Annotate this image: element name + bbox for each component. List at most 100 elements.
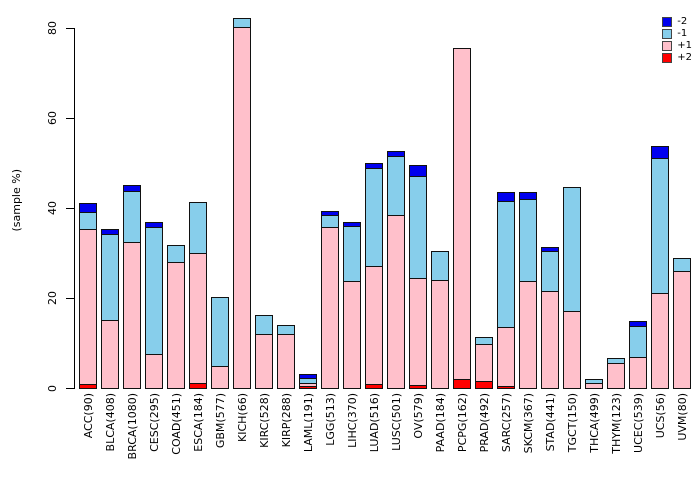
legend-row-+1: +1 [662, 40, 692, 51]
y-tick-label: 0 [44, 358, 60, 418]
bar-segment--1 [366, 167, 382, 266]
bar-THCA(499) [585, 378, 603, 389]
bar-segment-+1 [256, 333, 272, 388]
bar-segment--1 [410, 176, 426, 279]
legend-row-+2: +2 [662, 52, 692, 63]
bar-KIRP(288) [277, 324, 295, 389]
bar-segment-+1 [366, 265, 382, 384]
x-label-UCEC(539): UCEC(539) [630, 393, 646, 479]
bar-segment--1 [300, 378, 316, 384]
bar-segment--2 [322, 211, 338, 216]
bar-segment-+1 [432, 279, 448, 388]
bar-segment--1 [146, 227, 162, 355]
bar-segment--2 [102, 229, 118, 235]
legend-swatch--2 [662, 16, 673, 27]
bar-segment-+1 [674, 270, 690, 388]
bar-segment-+1 [80, 229, 96, 384]
bar-SKCM(367) [519, 192, 537, 389]
bar-segment--1 [344, 225, 360, 282]
bar-segment-+2 [476, 380, 492, 388]
bar-segment--2 [498, 193, 514, 201]
bar-segment-+1 [542, 291, 558, 388]
x-label-KIRC(528): KIRC(528) [256, 393, 272, 479]
bar-LUAD(516) [365, 163, 383, 389]
bar-segment--1 [212, 298, 228, 366]
bar-segment-+1 [102, 320, 118, 388]
x-label-text: UCS(56) [653, 393, 667, 439]
x-label-KIRP(288): KIRP(288) [278, 393, 294, 479]
bar-segment-+1 [454, 48, 470, 380]
bar-segment-+1 [190, 252, 206, 384]
bar-GBM(577) [211, 297, 229, 389]
bar-segment-+1 [410, 278, 426, 386]
y-tick-label: 20 [44, 268, 60, 328]
y-tick-label-text: 60 [45, 111, 59, 125]
x-label-UCS(56): UCS(56) [652, 393, 668, 479]
bar-segment-+1 [344, 281, 360, 388]
bar-KICH(66) [233, 17, 251, 389]
bar-segment-+2 [300, 385, 316, 388]
x-label-text: LUSC(501) [389, 393, 403, 451]
y-tick-label-text: 40 [45, 201, 59, 215]
x-label-text: BRCA(1080) [125, 393, 139, 460]
y-tick-label: 60 [44, 88, 60, 148]
x-label-LGG(513): LGG(513) [322, 393, 338, 479]
x-label-THYM(123): THYM(123) [608, 393, 624, 479]
x-label-OV(579): OV(579) [410, 393, 426, 479]
x-label-text: LIHC(370) [345, 393, 359, 448]
y-tick-mark [66, 388, 74, 389]
bar-segment-+1 [322, 227, 338, 388]
x-label-text: GBM(577) [213, 393, 227, 449]
bar-segment-+2 [190, 383, 206, 388]
x-label-text: UCEC(539) [631, 393, 645, 453]
bar-segment-+1 [652, 293, 668, 388]
y-tick-label-text: 20 [45, 291, 59, 305]
bar-segment--1 [80, 211, 96, 230]
bar-segment--2 [652, 146, 668, 158]
bar-LUSC(501) [387, 151, 405, 389]
x-label-text: KICH(66) [235, 393, 249, 442]
bar-segment--1 [498, 200, 514, 327]
bar-segment--1 [564, 187, 580, 312]
x-label-KICH(66): KICH(66) [234, 393, 250, 479]
x-label-text: SKCM(367) [521, 393, 535, 454]
bar-segment-+1 [146, 354, 162, 388]
y-tick-label-text: 80 [45, 21, 59, 35]
bar-segment-+1 [586, 382, 602, 388]
bar-segment--2 [124, 185, 140, 191]
bar-BLCA(408) [101, 228, 119, 389]
bar-segment-+1 [234, 26, 250, 388]
bar-segment--1 [102, 234, 118, 321]
bar-segment-+2 [410, 385, 426, 388]
bar-segment--2 [520, 193, 536, 199]
x-label-text: THCA(499) [587, 393, 601, 453]
bar-segment--2 [146, 223, 162, 228]
legend-label: -1 [677, 28, 688, 39]
bar-segment-+1 [124, 242, 140, 388]
bar-segment-+1 [168, 262, 184, 388]
legend-swatch-+1 [662, 40, 673, 51]
bar-segment--1 [278, 325, 294, 334]
bar-TGCT(150) [563, 186, 581, 389]
bar-segment--1 [234, 18, 250, 27]
y-axis-title-container: (sample %) [8, 145, 24, 255]
legend-swatch-+2 [662, 52, 673, 63]
x-label-UVM(80): UVM(80) [674, 393, 690, 479]
bar-segment-+2 [498, 385, 514, 388]
x-label-GBM(577): GBM(577) [212, 393, 228, 479]
x-label-THCA(499): THCA(499) [586, 393, 602, 479]
bar-UCEC(539) [629, 320, 647, 389]
bar-segment--1 [168, 246, 184, 262]
x-label-LIHC(370): LIHC(370) [344, 393, 360, 479]
bar-segment--1 [388, 156, 404, 216]
x-label-text: CESC(295) [147, 393, 161, 452]
bar-UVM(80) [673, 258, 691, 389]
bar-segment-+2 [366, 383, 382, 388]
bar-segment--2 [366, 164, 382, 168]
legend-label: +2 [677, 52, 692, 63]
x-label-ACC(90): ACC(90) [80, 393, 96, 479]
bar-CESC(295) [145, 222, 163, 389]
y-tick-mark [66, 208, 74, 209]
x-label-text: THYM(123) [609, 393, 623, 454]
